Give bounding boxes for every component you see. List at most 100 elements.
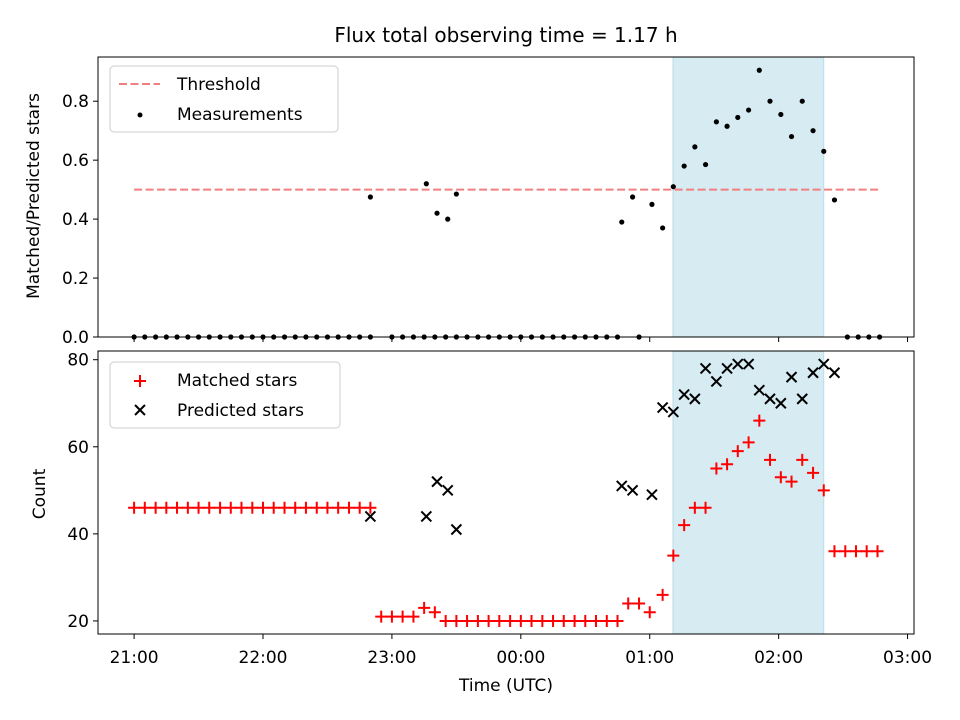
predicted-stars-point: [616, 480, 628, 492]
matched-stars-point: [299, 501, 312, 514]
predicted-stars-point: [721, 362, 733, 375]
predicted-stars-point: [742, 358, 755, 370]
predicted-stars-point: [764, 393, 776, 405]
matched-stars-point: [525, 614, 538, 627]
matched-stars-point: [257, 501, 270, 514]
matched-stars-point: [224, 501, 237, 514]
top-panel-frame: [97, 56, 915, 338]
measurement-point: [649, 201, 655, 207]
matched-stars-point: [493, 614, 506, 627]
matched-stars-point: [536, 614, 549, 627]
measurement-point: [453, 191, 459, 197]
x-tick-label: 00:00: [496, 648, 545, 668]
measurement-point: [767, 98, 773, 104]
top-legend: Threshold Measurements: [109, 65, 339, 133]
matched-stars-point: [849, 545, 862, 558]
predicted-stars-point: [785, 371, 798, 383]
measurement-point: [713, 119, 719, 125]
bottom-legend: Matched stars Predicted stars: [109, 361, 341, 429]
predicted-stars-point: [646, 488, 658, 501]
predicted-stars-point: [626, 484, 639, 497]
predicted-stars-point: [431, 475, 443, 488]
matched-stars-point: [656, 588, 669, 601]
matched-stars-point: [482, 614, 495, 627]
matched-stars-point: [731, 445, 744, 458]
y-tick-label: 0.8: [62, 92, 89, 112]
top-panel-y-ticks: 0.0 0.2 0.4 0.6 0.8: [62, 92, 98, 348]
predicted-stars-point: [796, 393, 808, 405]
y-tick-label: 0.0: [62, 328, 89, 348]
bottom-panel-frame: [97, 350, 915, 635]
matched-stars-point: [600, 614, 613, 627]
x-tick-label: 21:00: [110, 648, 159, 668]
measurement-point: [831, 197, 838, 203]
measurement-point: [788, 133, 795, 140]
matched-stars-point: [688, 501, 701, 514]
top-legend-box: [109, 65, 339, 133]
predicted-stars-point: [753, 384, 766, 396]
matched-stars-point: [128, 501, 141, 514]
matched-stars-point: [321, 501, 334, 514]
legend-threshold-label: Threshold: [176, 75, 261, 95]
bottom-legend-box: [109, 361, 341, 429]
matched-stars-point: [589, 614, 602, 627]
x-tick-label: 02:00: [754, 648, 803, 668]
measurement-point: [445, 216, 451, 222]
legend-matched-label: Matched stars: [177, 371, 297, 391]
matched-stars-point: [439, 614, 452, 627]
matched-stars-point: [289, 501, 302, 514]
measurement-point: [810, 128, 816, 134]
bottom-panel-x-ticks: 21:00 22:00 23:00 00:00 01:00 02:00 03:00: [110, 634, 932, 668]
predicted-stars-point: [667, 406, 680, 418]
matched-stars-point: [710, 462, 723, 475]
predicted-stars-point: [807, 367, 819, 379]
matched-stars-point: [171, 501, 184, 514]
matched-stars-point: [450, 614, 463, 627]
matched-stars-point: [267, 501, 280, 514]
y-tick-label: 0.4: [62, 210, 89, 230]
bottom-panel-marks: [128, 358, 884, 627]
matched-stars-point: [828, 545, 841, 558]
legend-predicted-label: Predicted stars: [177, 401, 304, 421]
matched-stars-point: [214, 501, 227, 514]
measurement-point: [724, 123, 730, 129]
matched-stars-point: [278, 501, 291, 514]
predicted-stars-point: [678, 388, 690, 401]
matched-stars-point: [471, 614, 484, 627]
matched-stars-point: [181, 501, 194, 514]
matched-stars-point: [235, 501, 248, 514]
matched-stars-point: [407, 610, 420, 623]
shaded-region: [672, 56, 825, 338]
measurement-point: [799, 98, 805, 104]
predicted-stars-point: [364, 510, 377, 523]
matched-stars-point: [557, 614, 570, 627]
top-y-axis-label: Matched/Predicted stars: [24, 93, 44, 299]
matched-stars-point: [817, 484, 830, 497]
matched-stars-point: [160, 501, 173, 514]
x-tick-label: 01:00: [625, 648, 674, 668]
matched-stars-point: [547, 614, 560, 627]
predicted-stars-point: [710, 375, 723, 388]
legend-predicted-swatch: [134, 404, 146, 416]
matched-stars-point: [839, 545, 852, 558]
legend-measurements-label: Measurements: [177, 105, 303, 125]
matched-stars-point: [375, 610, 388, 623]
matched-stars-point: [796, 453, 809, 466]
matched-stars-point: [622, 597, 635, 610]
matched-stars-point: [364, 501, 377, 514]
matched-stars-point: [138, 501, 151, 514]
matched-stars-point: [428, 606, 441, 619]
matched-stars-point: [742, 436, 755, 449]
chart-title: Flux total observing time = 1.17 h: [334, 23, 677, 47]
top-panel: 0.00.20.40.60.8 Matched/Predicted stars …: [24, 56, 915, 348]
measurement-point: [619, 219, 625, 225]
measurement-point: [702, 161, 709, 168]
matched-stars-point: [418, 601, 431, 614]
top-panel-x-ticks: [133, 337, 909, 342]
matched-stars-point: [753, 414, 766, 427]
y-tick-label: 20: [67, 612, 89, 632]
matched-stars-point: [871, 545, 884, 558]
predicted-stars-point: [450, 523, 463, 536]
predicted-stars-point: [656, 401, 669, 414]
